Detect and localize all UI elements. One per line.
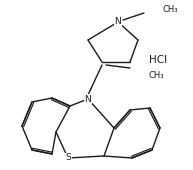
Text: CH₃: CH₃ [149,72,164,81]
Text: N: N [85,95,91,104]
Text: S: S [65,154,71,163]
Text: CH₃: CH₃ [163,4,179,13]
Text: N: N [115,18,121,27]
Text: HCl: HCl [149,55,167,65]
